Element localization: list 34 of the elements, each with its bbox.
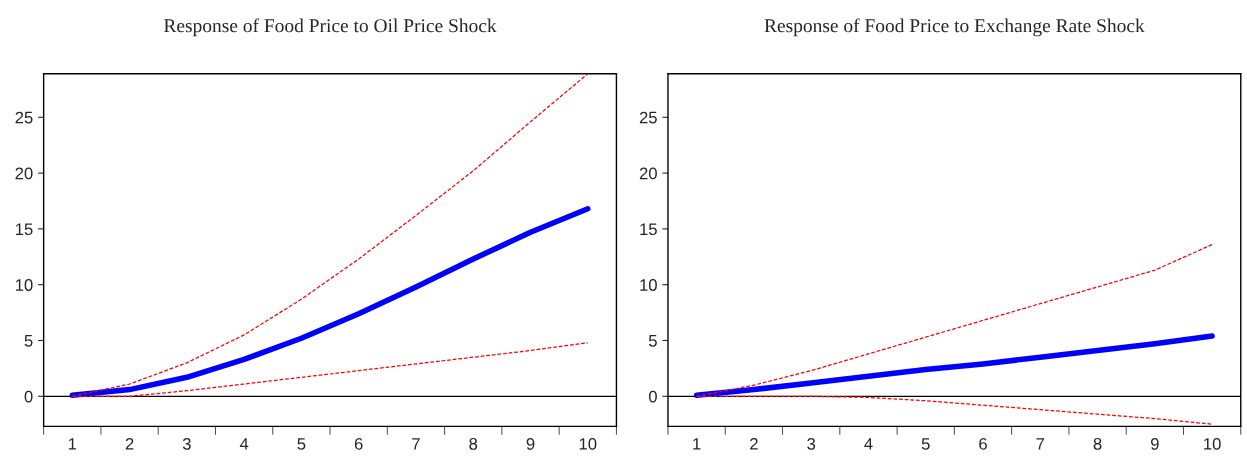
x-tick-label: 1	[68, 438, 77, 450]
y-tick-label: 0	[648, 390, 657, 403]
y-tick-label: 15	[640, 223, 657, 236]
x-tick-label: 6	[979, 437, 987, 450]
x-tick-label: 8	[469, 437, 478, 450]
y-tick-label: 15	[15, 223, 33, 236]
x-tick-label: 4	[864, 438, 873, 450]
x-tick-label: 2	[125, 437, 134, 450]
y-tick-label: 5	[648, 335, 657, 347]
y-tick-label: 0	[24, 390, 33, 403]
chart-title: Response of Food Price to Exchange Rate Shock	[764, 18, 1145, 37]
x-tick-label: 2	[750, 437, 758, 450]
chart-title: Response of Food Price to Oil Price Shock	[163, 18, 497, 37]
x-tick-label: 9	[526, 437, 535, 450]
x-tick-label: 8	[1093, 437, 1102, 450]
x-tick-label: 7	[1036, 438, 1045, 450]
y-tick-label: 25	[639, 111, 657, 124]
x-tick-label: 3	[182, 437, 191, 450]
x-tick-label: 1	[693, 438, 701, 450]
x-tick-label: 6	[354, 437, 363, 450]
y-tick-label: 20	[639, 167, 657, 180]
x-tick-label: 7	[412, 438, 420, 450]
y-tick-label: 5	[24, 335, 33, 347]
y-tick-label: 25	[15, 111, 33, 124]
x-tick-label: 10	[579, 437, 597, 450]
x-tick-label: 5	[297, 438, 306, 450]
y-tick-label: 10	[640, 279, 657, 291]
x-tick-label: 9	[1150, 437, 1159, 450]
x-tick-label: 10	[1204, 437, 1221, 450]
x-tick-label: 3	[807, 437, 816, 450]
x-tick-label: 5	[921, 438, 930, 450]
y-tick-label: 10	[15, 279, 33, 291]
x-tick-label: 4	[239, 438, 249, 450]
y-tick-label: 20	[15, 167, 33, 180]
